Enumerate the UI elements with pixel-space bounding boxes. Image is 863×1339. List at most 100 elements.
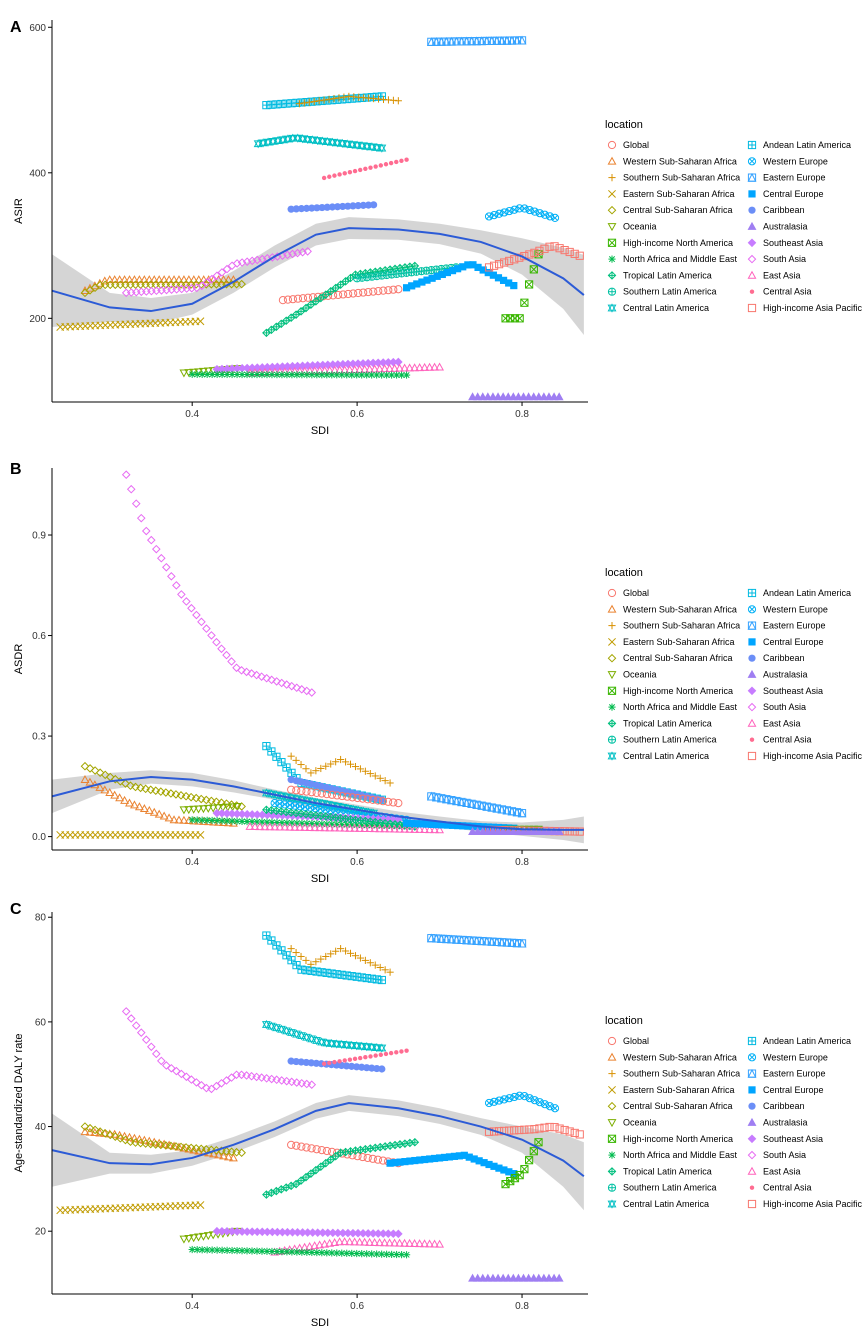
data-point xyxy=(196,317,205,326)
data-point xyxy=(263,1247,271,1255)
data-point xyxy=(191,793,201,803)
legend-label: Tropical Latin America xyxy=(623,1166,712,1176)
data-point xyxy=(196,1144,206,1154)
data-point xyxy=(381,777,389,785)
data-point xyxy=(367,1042,377,1052)
legend-key xyxy=(607,303,617,313)
legend-key xyxy=(607,1101,617,1111)
series-south-asia xyxy=(121,470,317,697)
data-point xyxy=(545,1122,554,1132)
data-point xyxy=(560,245,569,255)
data-point xyxy=(384,286,393,295)
data-point xyxy=(332,173,337,178)
data-point xyxy=(252,670,261,680)
legend-label: Central Latin America xyxy=(623,303,709,313)
data-point xyxy=(346,273,355,283)
data-point xyxy=(323,203,331,211)
legend-label: South Asia xyxy=(763,702,806,712)
data-point xyxy=(373,1155,383,1164)
data-point xyxy=(267,936,276,945)
series-central-asia xyxy=(321,157,409,181)
series-high-income-asia-pacific xyxy=(484,242,584,272)
data-point xyxy=(105,275,115,284)
data-point xyxy=(433,272,441,280)
data-point xyxy=(426,1155,434,1163)
legend-key xyxy=(607,238,617,247)
data-point xyxy=(317,764,325,773)
data-point xyxy=(202,1083,211,1093)
data-point xyxy=(310,1241,320,1250)
data-point xyxy=(539,826,549,835)
data-point xyxy=(554,392,564,401)
data-point xyxy=(421,1155,429,1164)
data-point xyxy=(233,817,241,825)
data-point xyxy=(287,945,295,953)
data-point xyxy=(341,277,350,286)
data-point xyxy=(125,798,134,807)
data-point xyxy=(327,1038,337,1049)
data-point xyxy=(544,1273,554,1282)
data-point xyxy=(277,758,286,767)
data-point xyxy=(480,1159,488,1167)
data-point xyxy=(337,755,345,764)
data-point xyxy=(405,824,415,833)
data-point xyxy=(375,364,385,373)
data-point xyxy=(399,1049,404,1054)
data-point xyxy=(313,204,321,212)
data-point xyxy=(488,392,498,401)
data-point xyxy=(268,371,276,379)
data-point xyxy=(207,274,217,284)
data-point xyxy=(488,1273,498,1282)
legend-label: Caribbean xyxy=(763,1101,805,1111)
data-point xyxy=(305,822,315,831)
data-point xyxy=(501,1180,510,1189)
data-point xyxy=(488,826,498,835)
legend-label: Central Latin America xyxy=(623,1199,709,1209)
data-point xyxy=(152,286,161,296)
data-point xyxy=(222,264,232,274)
data-point xyxy=(422,266,431,275)
legend-key xyxy=(608,637,616,646)
data-point xyxy=(267,675,276,685)
data-point xyxy=(139,804,149,813)
data-point xyxy=(174,815,184,824)
data-point xyxy=(293,133,303,143)
legend-label: Andean Latin America xyxy=(763,140,851,150)
data-point xyxy=(357,273,367,282)
data-point xyxy=(517,35,527,45)
data-point xyxy=(207,796,216,806)
data-point xyxy=(539,1273,549,1282)
data-point xyxy=(271,322,281,332)
legend-label: Central Sub-Saharan Africa xyxy=(623,653,733,663)
data-point xyxy=(290,822,300,831)
panel-letter: B xyxy=(10,461,22,478)
data-point xyxy=(192,610,201,620)
legend-label: East Asia xyxy=(763,1166,801,1176)
data-point xyxy=(554,1273,564,1282)
data-point xyxy=(277,1076,286,1085)
data-point xyxy=(169,1141,179,1150)
data-point xyxy=(435,362,445,371)
data-point xyxy=(315,1240,325,1249)
data-point xyxy=(337,1059,342,1064)
data-point xyxy=(243,817,251,826)
data-point xyxy=(415,1239,425,1248)
data-point xyxy=(315,366,325,375)
data-point xyxy=(149,807,159,816)
legend-key xyxy=(607,205,617,215)
data-point xyxy=(513,826,523,835)
legend-key xyxy=(607,653,617,663)
data-point xyxy=(368,1054,373,1059)
legend-label: Central Latin America xyxy=(623,751,709,761)
legend-label: Global xyxy=(623,140,649,150)
data-point xyxy=(223,803,233,812)
data-point xyxy=(340,93,348,101)
data-point xyxy=(80,1122,90,1131)
data-point xyxy=(417,267,426,276)
data-point xyxy=(137,287,146,297)
data-point xyxy=(272,677,281,686)
series-central-asia xyxy=(321,1048,409,1066)
data-point xyxy=(448,821,457,829)
data-point xyxy=(352,1056,358,1062)
data-point xyxy=(332,1059,337,1065)
